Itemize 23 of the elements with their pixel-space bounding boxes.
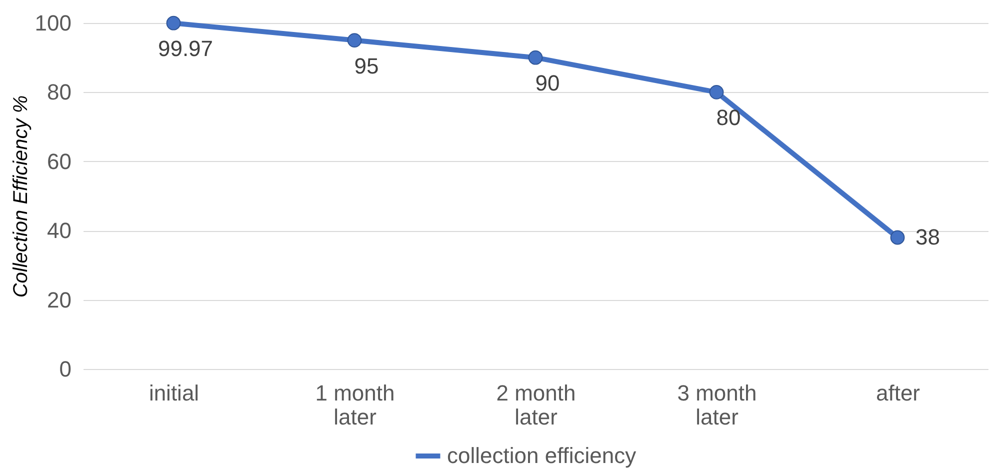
- x-tick-label: 2 month later: [496, 380, 576, 430]
- y-tick-label: 100: [34, 10, 72, 36]
- point: [528, 50, 543, 65]
- y-tick-label: 80: [47, 80, 72, 105]
- point: [347, 33, 362, 48]
- x-tick-label: 3 month later: [677, 380, 757, 430]
- data-label: 80: [716, 105, 741, 130]
- data-label: 99.97: [158, 36, 214, 62]
- x-tick-label: 1 month later: [315, 380, 395, 430]
- x-tick-label: initial: [148, 380, 200, 406]
- y-tick-label: 20: [47, 287, 72, 312]
- x-tick-label: after: [876, 380, 920, 406]
- data-label: 90: [535, 70, 560, 96]
- y-tick-label: 40: [47, 218, 72, 244]
- data-label: 38: [916, 224, 940, 250]
- point: [890, 230, 905, 245]
- data-label: 95: [354, 53, 379, 78]
- point: [709, 85, 724, 100]
- point: [166, 16, 181, 30]
- y-tick-label: 60: [47, 148, 72, 174]
- legend-label: collection efficiency: [447, 443, 636, 468]
- y-axis-title: Collection Efficiency %: [10, 95, 32, 298]
- y-tick-label: 0: [59, 356, 72, 382]
